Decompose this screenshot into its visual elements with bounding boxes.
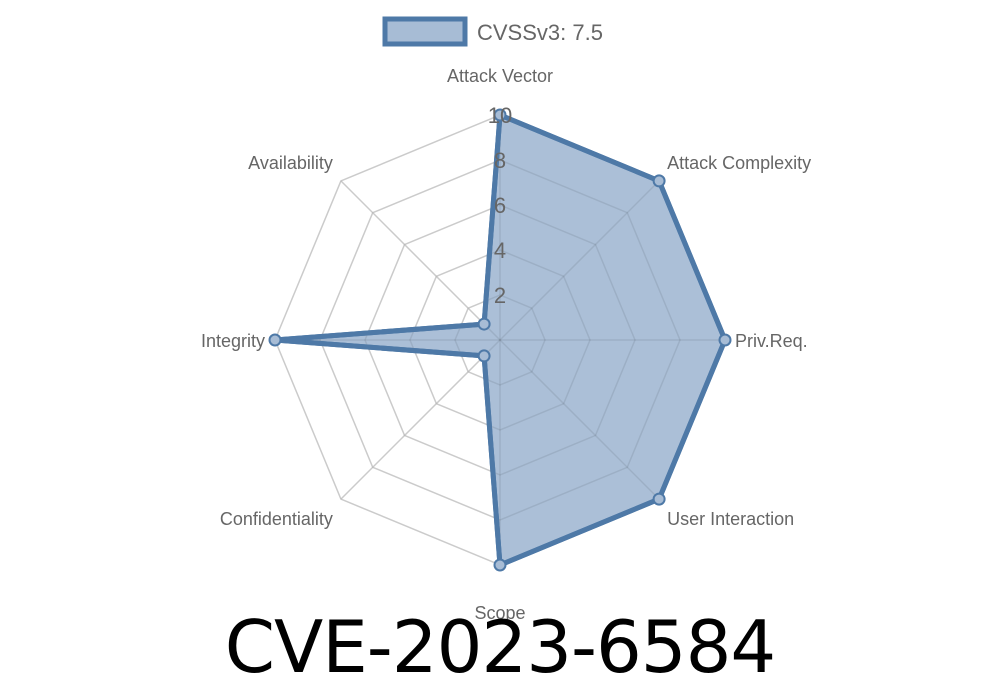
axis-label: Priv.Req. [735, 331, 808, 351]
grid-spoke [340, 339, 501, 500]
data-point-1[interactable] [652, 174, 666, 188]
radar-series [268, 108, 732, 572]
grid-spoke-overlay [499, 180, 660, 341]
radar-ticks: 2 4 6 8 10 [488, 103, 512, 308]
tick-label: 4 [494, 238, 506, 263]
data-point-3[interactable] [652, 492, 666, 506]
grid-ring-overlay [409, 249, 591, 431]
grid-spoke-overlay [499, 339, 660, 500]
tick-label: 10 [488, 103, 512, 128]
grid-spoke-overlay [340, 180, 501, 341]
axis-label: Confidentiality [220, 509, 333, 529]
tick-label: 2 [494, 283, 506, 308]
axis-label: Availability [248, 153, 333, 173]
data-point-5[interactable] [477, 349, 491, 363]
chart-title: CVE-2023-6584 [224, 605, 776, 689]
tick-label: 6 [494, 193, 506, 218]
axis-label: Scope [474, 603, 525, 623]
axis-label: Attack Vector [447, 66, 553, 86]
data-point-7[interactable] [477, 317, 491, 331]
legend-label: CVSSv3: 7.5 [477, 20, 603, 45]
grid-ring-overlay [319, 159, 681, 521]
grid-ring-overlay [364, 204, 636, 476]
axis-label: Attack Complexity [667, 153, 811, 173]
grid-spoke [340, 180, 501, 341]
grid-ring-overlay [454, 294, 546, 386]
axis-label: User Interaction [667, 509, 794, 529]
data-point-2[interactable] [718, 333, 732, 347]
legend[interactable]: CVSSv3: 7.5 [382, 16, 603, 47]
data-point-4[interactable] [493, 558, 507, 572]
grid-spoke-overlay [340, 339, 501, 500]
data-point-0[interactable] [493, 108, 507, 122]
tick-label: 8 [494, 148, 506, 173]
axis-label: Integrity [201, 331, 265, 351]
data-point-6[interactable] [268, 333, 282, 347]
axis-labels: Attack Vector Attack Complexity Priv.Req. U… [201, 66, 811, 623]
legend-swatch [382, 16, 468, 47]
